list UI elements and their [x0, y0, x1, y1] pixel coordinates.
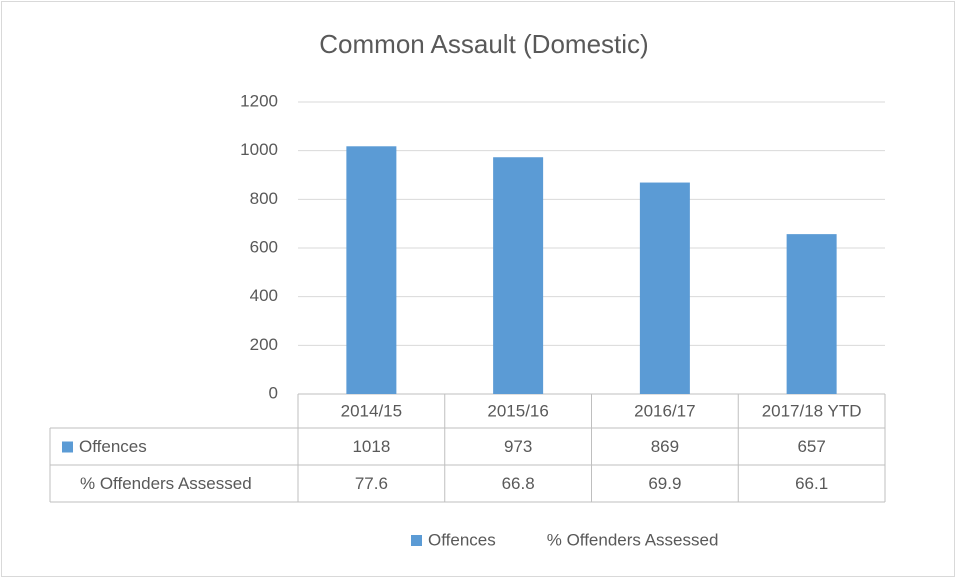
- table-cell: 869: [651, 437, 679, 456]
- x-tick-label: 2016/17: [634, 401, 695, 420]
- x-tick-label: 2017/18 YTD: [762, 401, 862, 420]
- legend-label: Offences: [428, 530, 496, 549]
- y-tick-label: 1000: [240, 140, 278, 159]
- y-tick-label: 0: [269, 383, 278, 402]
- x-tick-label: 2014/15: [341, 401, 402, 420]
- y-tick-label: 200: [250, 335, 278, 354]
- bar: [639, 182, 690, 394]
- table-cell: 1018: [352, 437, 390, 456]
- x-tick-label: 2015/16: [487, 401, 548, 420]
- chart-title: Common Assault (Domestic): [319, 29, 648, 59]
- legend-label: % Offenders Assessed: [547, 530, 719, 549]
- table-cell: 657: [797, 437, 825, 456]
- table-row-label: Offences: [79, 437, 147, 456]
- y-tick-label: 800: [250, 189, 278, 208]
- bar: [346, 146, 397, 394]
- table-cell: 973: [504, 437, 532, 456]
- bar: [786, 234, 837, 394]
- y-tick-label: 400: [250, 286, 278, 305]
- y-tick-label: 600: [250, 237, 278, 256]
- table-cell: 69.9: [648, 474, 681, 493]
- table-cell: 66.1: [795, 474, 828, 493]
- table-cell: 66.8: [502, 474, 535, 493]
- table-key: [62, 441, 73, 453]
- legend-key: [411, 535, 422, 546]
- bar: [493, 157, 544, 394]
- table-cell: 77.6: [355, 474, 388, 493]
- table-row-label: % Offenders Assessed: [80, 474, 252, 493]
- y-tick-label: 1200: [240, 91, 278, 110]
